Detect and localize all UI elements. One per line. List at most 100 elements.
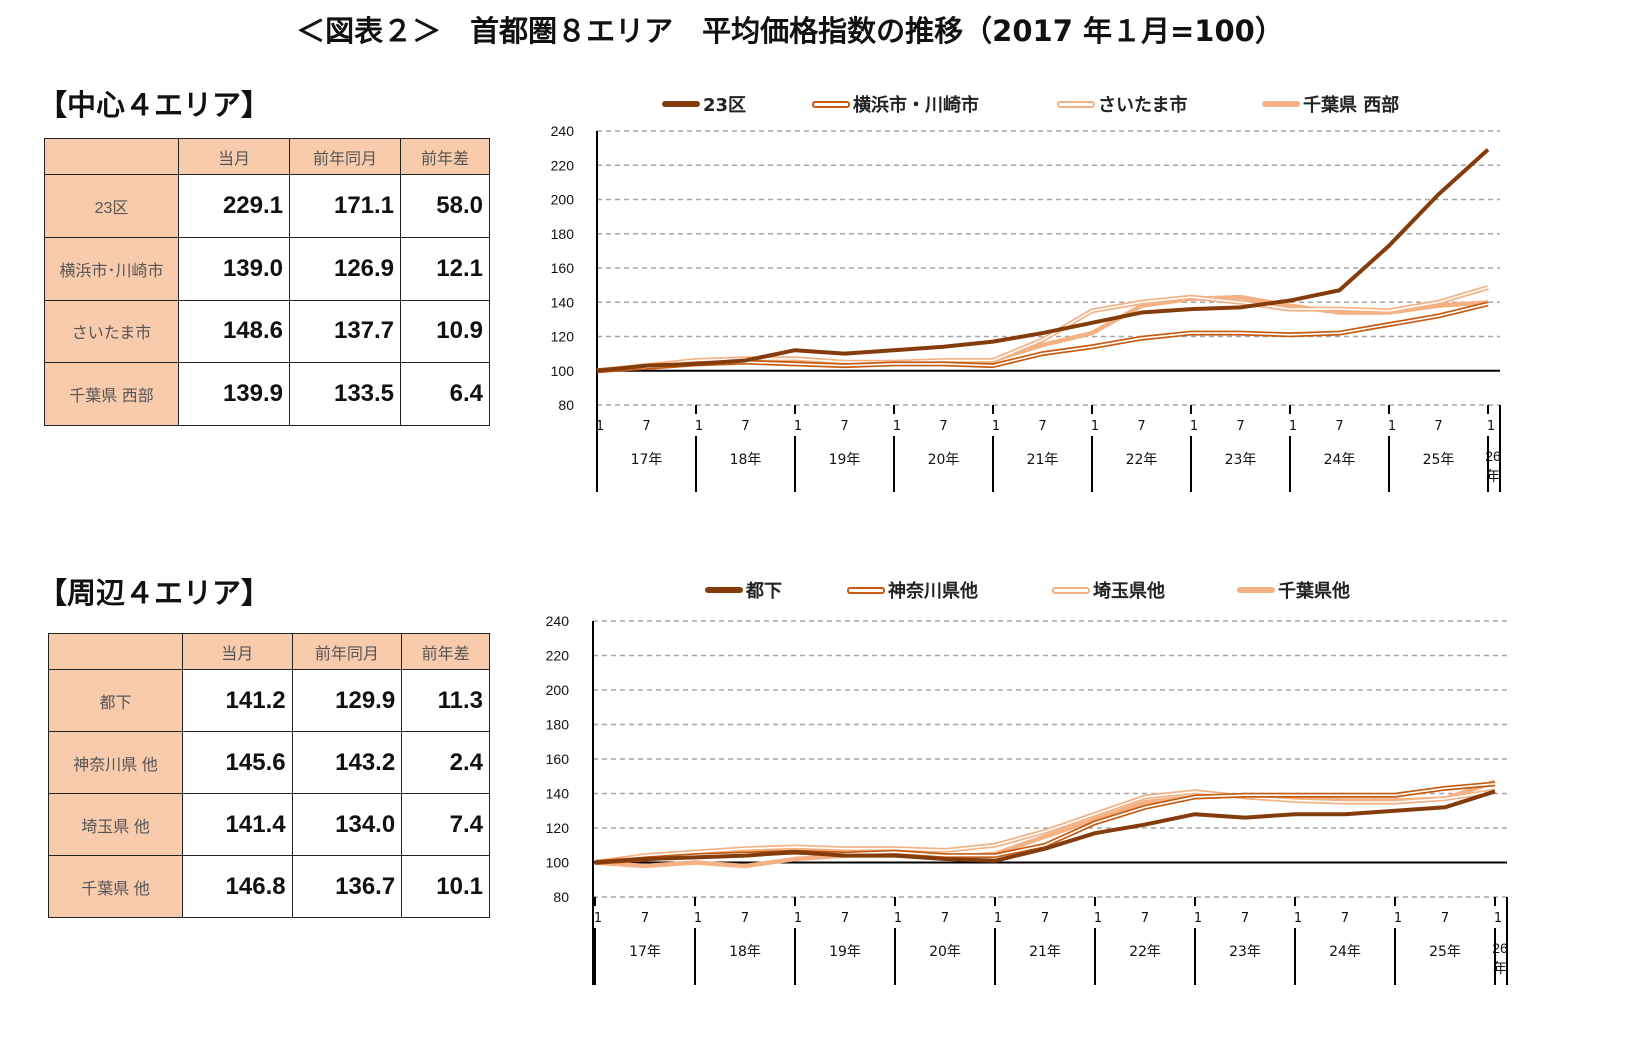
diff-value: 11.3 <box>401 669 490 732</box>
y-tick-label: 180 <box>551 226 575 242</box>
y-tick-label: 120 <box>546 820 570 836</box>
row-label: 都下 <box>48 669 183 732</box>
x-tick-label: 7 <box>741 419 749 434</box>
legend-item: 23区 <box>662 91 746 117</box>
row-label: 神奈川県 他 <box>48 731 183 794</box>
diff-value: 12.1 <box>400 236 490 301</box>
x-tick-label: 1 <box>1388 419 1396 434</box>
prev-year-value: 133.5 <box>289 362 402 426</box>
legend-label: 都下 <box>746 581 782 602</box>
row-label: 横浜市･川崎市 <box>44 236 179 301</box>
legend-swatch <box>1052 586 1090 594</box>
diff-value: 7.4 <box>401 793 490 856</box>
year-label: 25年 <box>1423 452 1455 468</box>
x-tick-label: 7 <box>641 911 649 926</box>
y-tick-label: 240 <box>551 123 575 139</box>
legend-label: 千葉県 西部 <box>1303 95 1400 116</box>
y-tick-label: 100 <box>551 363 575 379</box>
x-tick-label: 7 <box>1038 419 1046 434</box>
x-tick-label: 1 <box>1190 419 1198 434</box>
y-tick-label: 80 <box>553 889 569 905</box>
x-tick-label: 7 <box>1241 911 1249 926</box>
table-row: 千葉県 他 146.8 136.7 10.1 <box>48 855 490 918</box>
year-label-last: 26年 <box>1485 448 1501 484</box>
x-tick-label: 7 <box>1341 911 1349 926</box>
row-label: 23区 <box>44 174 179 238</box>
legend-item: さいたま市 <box>1057 91 1187 117</box>
y-tick-label: 220 <box>546 648 570 664</box>
diff-value: 6.4 <box>400 362 490 426</box>
x-tick-label: 1 <box>694 911 702 926</box>
x-tick-label: 1 <box>695 419 703 434</box>
legend-item: 神奈川県他 <box>847 577 978 603</box>
x-tick-label: 1 <box>894 911 902 926</box>
diff-value: 2.4 <box>401 731 490 794</box>
y-tick-label: 140 <box>546 786 570 802</box>
x-tick-label: 7 <box>741 911 749 926</box>
x-tick-label: 1 <box>1294 911 1302 926</box>
current-value: 229.1 <box>177 174 291 238</box>
x-tick-label: 7 <box>642 419 650 434</box>
year-label: 17年 <box>629 944 661 960</box>
y-tick-label: 200 <box>546 682 570 698</box>
row-label: 千葉県 西部 <box>44 362 179 426</box>
y-tick-label: 200 <box>551 192 575 208</box>
diff-value: 10.1 <box>401 855 490 918</box>
x-tick-label: 1 <box>596 419 604 434</box>
x-tick-label: 1 <box>1094 911 1102 926</box>
year-label: 24年 <box>1329 944 1361 960</box>
x-tick-label: 7 <box>1335 419 1343 434</box>
year-label: 24年 <box>1324 452 1356 468</box>
column-header: 前年差 <box>400 138 490 175</box>
section-heading-peripheral: 【周辺４エリア】 <box>38 576 271 610</box>
y-tick-label: 160 <box>546 751 570 767</box>
year-label: 22年 <box>1129 944 1161 960</box>
x-tick-label: 1 <box>1487 419 1495 434</box>
x-tick-label: 7 <box>1236 419 1244 434</box>
x-tick-label: 7 <box>941 911 949 926</box>
x-tick-label: 1 <box>594 911 602 926</box>
year-label: 18年 <box>729 944 761 960</box>
x-tick-label: 7 <box>1141 911 1149 926</box>
year-label: 23年 <box>1229 944 1261 960</box>
legend-label: 23区 <box>703 95 747 116</box>
year-label: 18年 <box>730 452 762 468</box>
column-header: 前年差 <box>401 633 490 670</box>
current-value: 139.9 <box>177 362 291 426</box>
legend-label: 神奈川県他 <box>888 581 978 602</box>
legend-item: 都下 <box>705 577 782 603</box>
table-row: 千葉県 西部 139.9 133.5 6.4 <box>44 362 490 426</box>
prev-year-value: 137.7 <box>289 299 402 364</box>
y-tick-label: 180 <box>546 717 570 733</box>
x-tick-label: 1 <box>1494 911 1502 926</box>
current-value: 139.0 <box>177 236 291 301</box>
table-header-row: 当月 前年同月 前年差 <box>48 633 490 670</box>
x-tick-label: 7 <box>1041 911 1049 926</box>
legend-label: 横浜市・川崎市 <box>853 95 979 116</box>
year-label: 21年 <box>1029 944 1061 960</box>
diff-value: 10.9 <box>400 299 490 364</box>
legend-swatch <box>812 100 850 108</box>
x-tick-label: 1 <box>994 911 1002 926</box>
series-line-埼玉県他-inner <box>594 790 1496 864</box>
table-row: 神奈川県 他 145.6 143.2 2.4 <box>48 731 490 794</box>
x-tick-label: 7 <box>1137 419 1145 434</box>
central-table: 当月 前年同月 前年差 23区 229.1 171.1 58.0 横浜市･川崎市 1… <box>44 138 490 426</box>
row-label: さいたま市 <box>44 299 179 364</box>
column-header: 当月 <box>177 138 291 175</box>
legend-swatch <box>1057 100 1095 108</box>
y-tick-label: 100 <box>546 855 570 871</box>
x-tick-label: 1 <box>893 419 901 434</box>
series-line-23区 <box>596 148 1490 373</box>
x-tick-label: 1 <box>794 419 802 434</box>
x-tick-label: 1 <box>1394 911 1402 926</box>
legend-swatch <box>705 587 743 593</box>
y-tick-label: 140 <box>551 294 575 310</box>
x-tick-label: 1 <box>1289 419 1297 434</box>
legend-item: 横浜市・川崎市 <box>812 91 979 117</box>
year-label: 17年 <box>631 452 663 468</box>
prev-year-value: 126.9 <box>289 236 402 301</box>
legend-item: 埼玉県他 <box>1052 577 1165 603</box>
